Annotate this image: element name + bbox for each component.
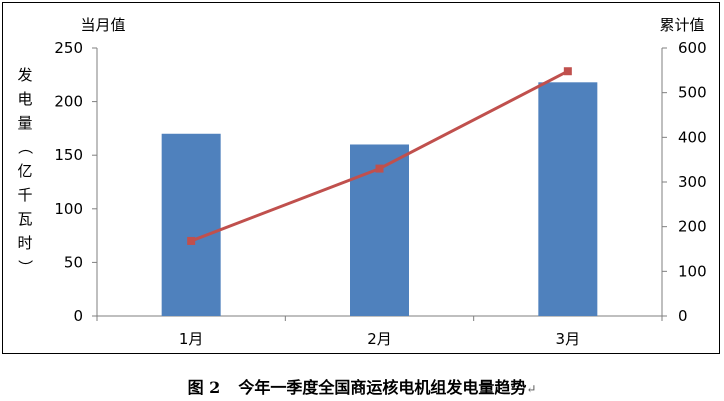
bar <box>350 144 409 316</box>
right-axis-unit-label: 累计值 <box>659 16 704 34</box>
left-axis-title-char: 发 <box>17 66 32 84</box>
line-series <box>187 67 572 245</box>
line-point <box>187 236 196 245</box>
right-axis-tick-label: 300 <box>678 173 707 191</box>
right-axis-tick-label: 0 <box>678 307 688 325</box>
left-axis-tick-label: 250 <box>54 39 83 57</box>
left-axis-title-char: 时 <box>17 234 32 252</box>
left-axis-tick-label: 150 <box>54 146 83 164</box>
right-axis-tick-label: 600 <box>678 39 707 57</box>
right-axis: 0 100 200 300 400 500 600 <box>661 39 707 325</box>
bar-series <box>161 82 598 316</box>
right-axis-tick-label: 500 <box>678 84 707 102</box>
right-axis-tick-label: 100 <box>678 262 707 280</box>
figure-number: 图 2 <box>187 378 221 397</box>
left-axis-title-char: 量 <box>17 114 32 132</box>
left-axis-tick-label: 50 <box>64 253 83 271</box>
bar <box>538 82 598 316</box>
line-point <box>563 67 572 76</box>
left-axis-title-char: （ <box>16 139 34 154</box>
left-axis: 0 50 100 150 200 250 <box>54 39 98 325</box>
paragraph-return-mark: ↵ <box>526 382 537 396</box>
x-axis-tick-label: 1月 <box>179 330 204 348</box>
left-axis-tick-label: 0 <box>73 307 83 325</box>
left-axis-title-char: 电 <box>17 90 32 108</box>
x-axis-tick-label: 3月 <box>556 330 581 348</box>
figure-caption: 图 2 今年一季度全国商运核电机组发电量趋势↵ <box>0 374 724 398</box>
bar <box>161 133 221 316</box>
line-point <box>375 164 384 173</box>
left-axis-unit-label: 当月值 <box>80 16 125 34</box>
left-axis-title-char: 千 <box>17 186 32 204</box>
left-axis-title-char: 瓦 <box>17 210 32 228</box>
left-axis-tick-label: 100 <box>54 200 83 218</box>
left-axis-title-char: 亿 <box>17 162 32 180</box>
chart-frame <box>2 2 720 354</box>
x-axis: 1月 2月 3月 <box>96 315 663 348</box>
right-axis-tick-label: 200 <box>678 218 707 236</box>
left-axis-tick-label: 200 <box>54 93 83 111</box>
right-axis-tick-label: 400 <box>678 128 707 146</box>
figure-title: 今年一季度全国商运核电机组发电量趋势 <box>238 378 527 397</box>
left-axis-title-char: ） <box>16 259 34 274</box>
x-axis-tick-label: 2月 <box>367 330 392 348</box>
